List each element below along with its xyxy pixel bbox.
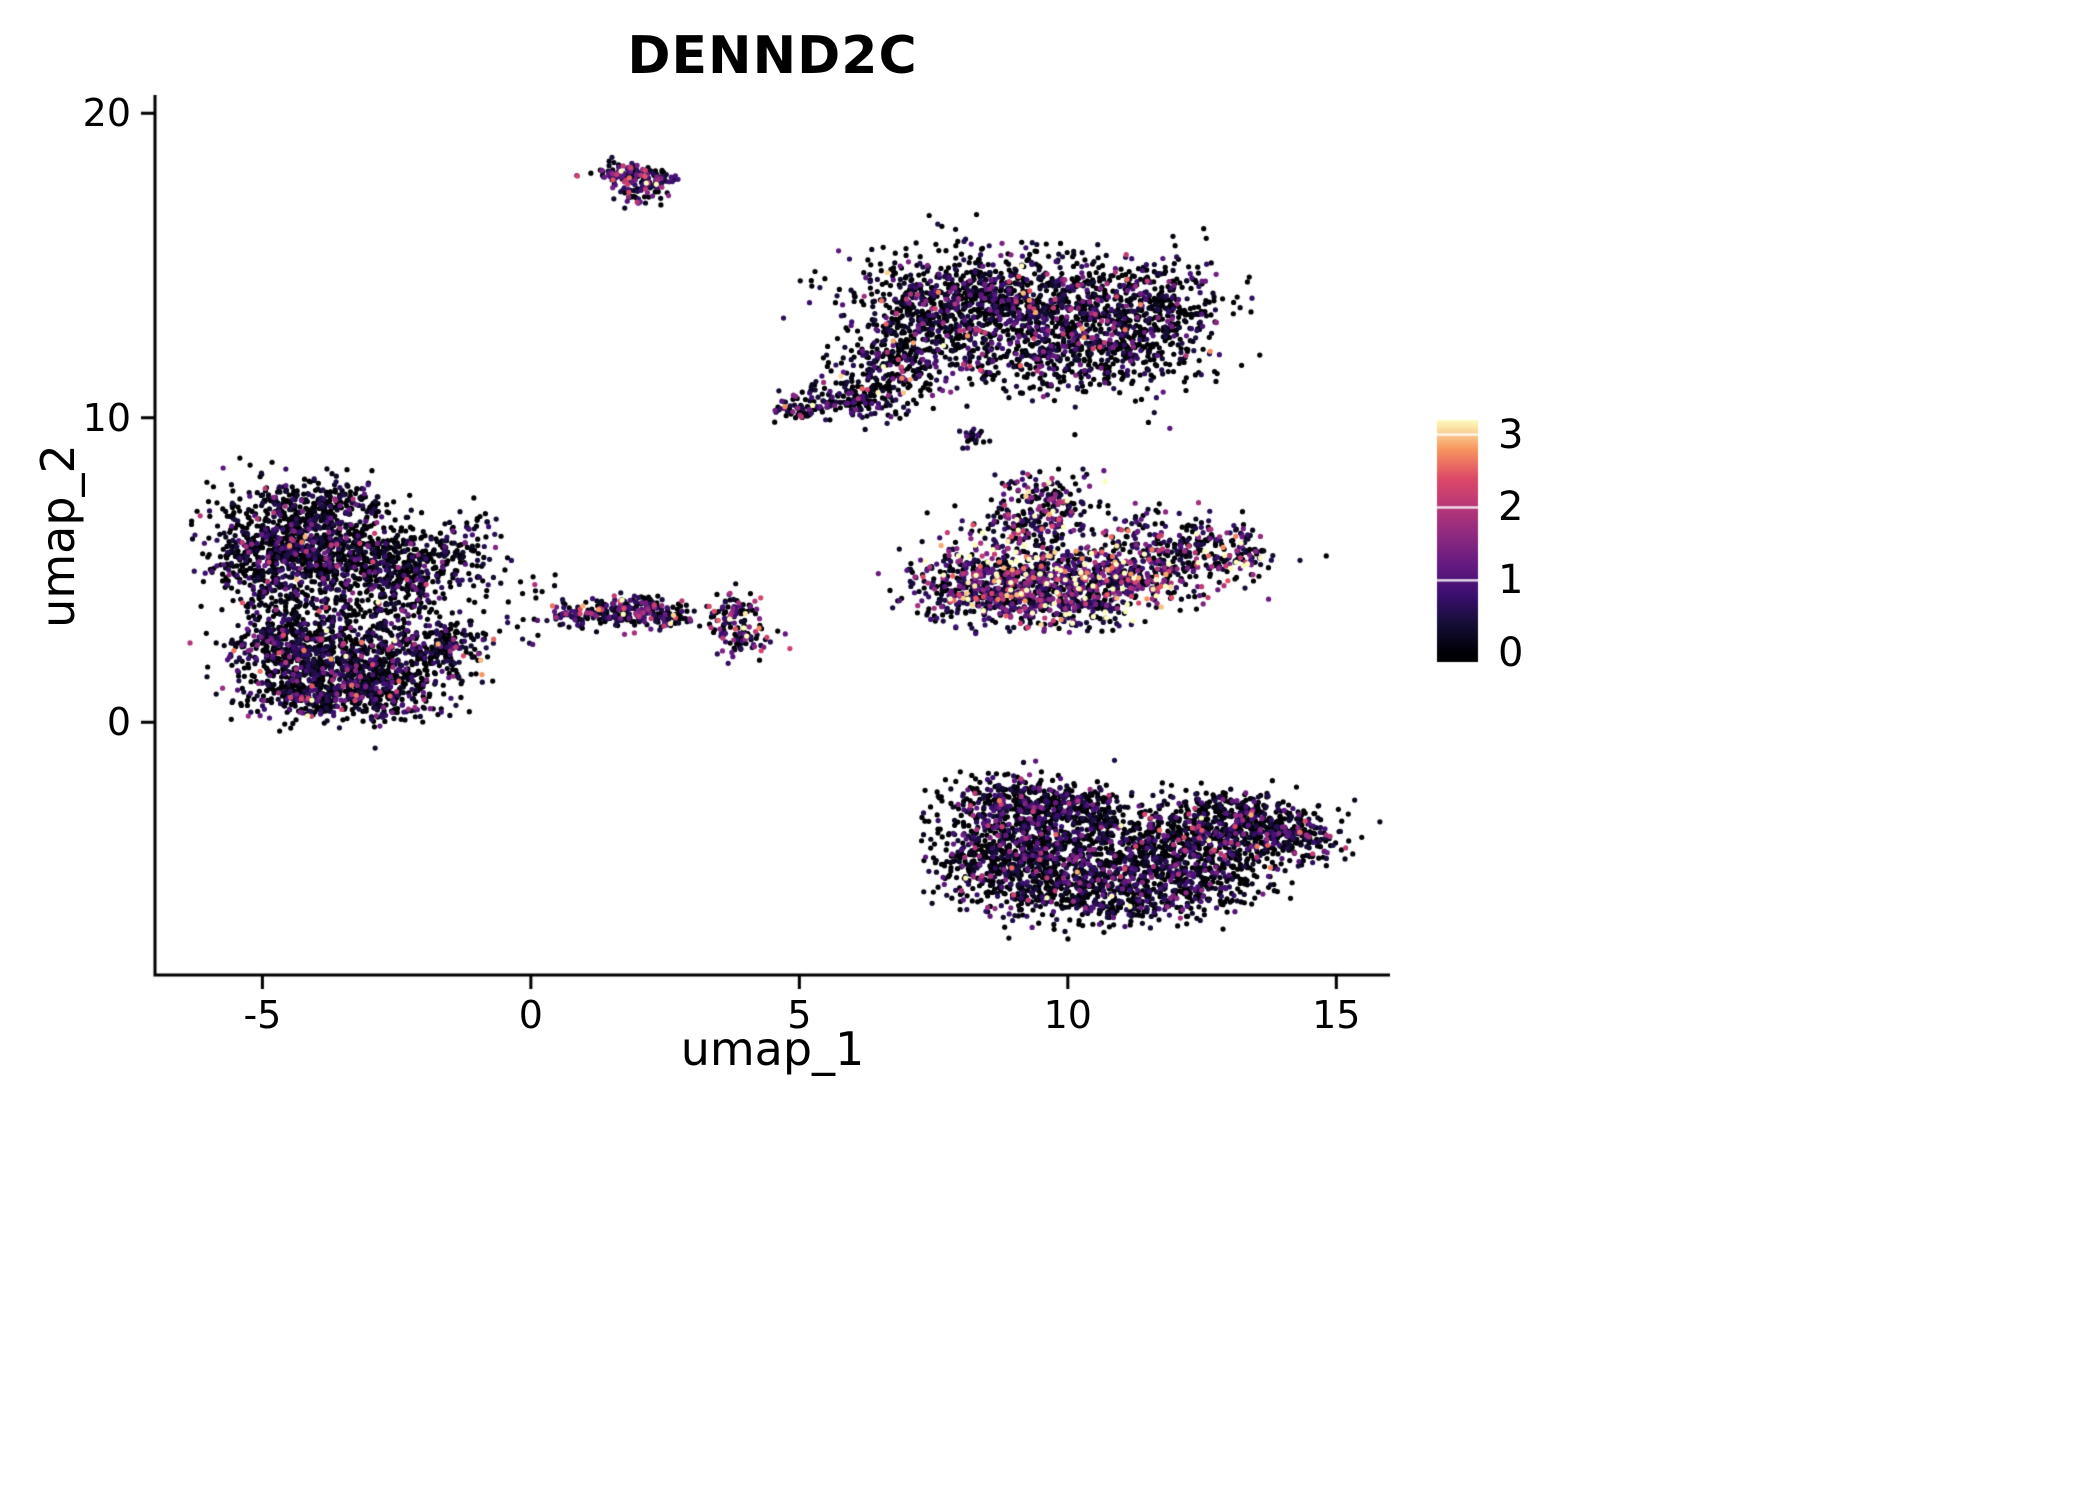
y-tick-label: 0 <box>106 700 131 745</box>
x-tick-label: -5 <box>243 993 282 1037</box>
x-axis-label: umap_1 <box>680 1022 865 1076</box>
colorbar-tick-label: 1 <box>1498 557 1524 604</box>
x-tick-label: 5 <box>787 993 812 1037</box>
colorbar-tick-label: 3 <box>1498 411 1524 458</box>
x-tick-label: 15 <box>1312 993 1361 1037</box>
y-axis-label: umap_2 <box>31 444 85 628</box>
y-tick-label: 10 <box>82 395 131 440</box>
colorbar-tick-label: 0 <box>1498 630 1524 677</box>
colorbar-tick-label: 2 <box>1498 484 1524 531</box>
y-tick-label: 20 <box>82 91 131 136</box>
x-tick-label: 10 <box>1043 993 1092 1037</box>
x-tick-label: 0 <box>518 993 543 1037</box>
plot-title: DENND2C <box>627 26 918 86</box>
